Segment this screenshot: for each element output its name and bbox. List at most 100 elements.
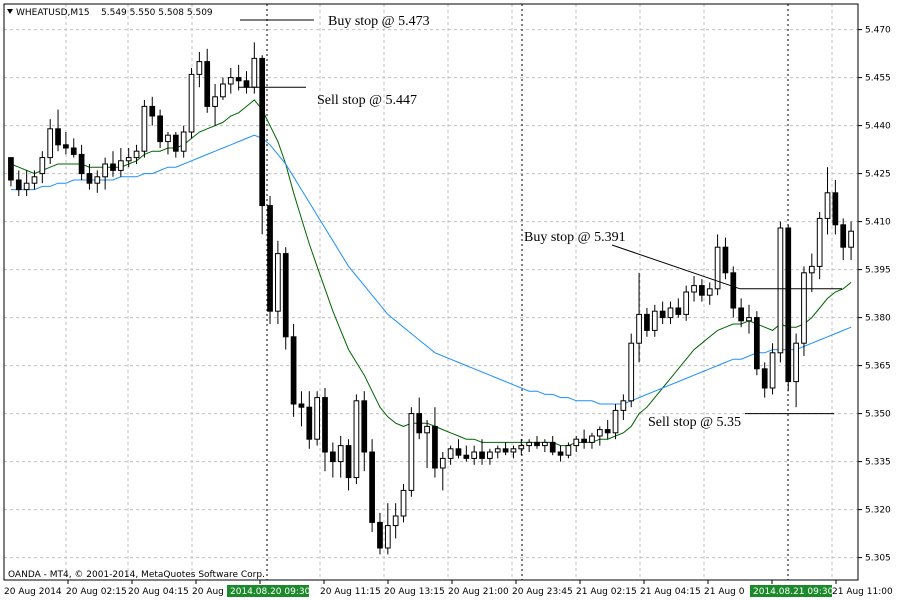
candle [604,420,611,440]
candle [471,445,478,465]
candle-body-bull [424,425,430,434]
candle [494,445,501,459]
candle-body-bear [785,227,792,383]
candle [235,64,242,91]
candle [188,68,195,139]
candle-body-bull [117,160,124,171]
candle [408,407,415,497]
candle [510,445,517,459]
candle [753,311,760,376]
price-tick-label: 5.440 [865,122,891,132]
candle-body-bull [31,176,38,184]
candle [329,442,336,478]
candle [400,484,407,523]
candle-body-bear [329,451,336,463]
candle-body-bull [180,131,187,152]
time-tick-label: 21 Aug 11:00 [832,587,893,597]
candle-body-bear [55,128,61,146]
candle-body-bull [447,448,454,459]
candle-body-bull [667,307,674,319]
candle [149,96,156,126]
ohlc-values: 5.549 5.550 5.508 5.509 [101,8,213,18]
candle-body-bear [753,317,760,370]
candle-body-bull [526,441,533,447]
price-tick-label: 5.425 [865,170,891,180]
session-time-label: 2014.08.21 09:30 [753,587,834,597]
candle [384,503,391,555]
chart-arrow-icon [7,9,13,14]
time-tick-label: 20 Aug 23:45 [512,587,573,597]
candle [746,304,752,334]
buy-stop-label: Buy stop @ 5.473 [328,14,430,29]
candle-body-bull [714,246,721,290]
time-tick-label: 20 Aug 11:15 [320,587,381,597]
candle-body-bear [259,57,266,207]
ma-line [10,134,852,405]
candle [165,132,171,155]
candle [816,212,823,280]
candle [589,432,595,449]
candle [573,436,580,452]
candle-body-bull [212,96,218,107]
price-tick-label: 5.320 [865,506,891,516]
candle [424,420,430,468]
candle-body-bear [659,310,666,319]
candle-body-bull [47,128,54,159]
candle-body-bear [840,224,847,248]
candle-body-bull [384,525,391,549]
candle [322,388,328,472]
candle [141,100,148,158]
candle [667,301,674,324]
candle-body-bull [133,150,140,159]
candle-body-bull [337,445,344,463]
candle-body-bear [290,336,297,405]
price-axis: 5.470 5.455 5.440 5.425 5.410 5.395 5.380 5.365… [858,26,891,564]
candle [801,266,807,356]
candle [23,170,30,196]
candle [714,234,721,296]
price-tick-label: 5.455 [865,74,891,84]
candle-body-bear [361,400,368,453]
candle [204,48,211,113]
candle [447,445,454,465]
candle [479,439,485,465]
candle [314,391,321,446]
buy-stop-label: Buy stop @ 5.391 [524,230,626,245]
candle [196,52,203,88]
candle [659,301,666,324]
candle-body-bull [746,317,752,322]
sell-stop-label: Sell stop @ 5.447 [317,93,417,108]
candle-body-bull [353,400,360,479]
candle [259,55,266,235]
candle-body-bull [400,489,407,517]
candle-body-bull [220,83,226,98]
candle [267,196,273,324]
candle-body-bull [541,441,548,447]
candle [518,439,525,456]
candle-body-bear [235,77,242,82]
candle [596,426,603,446]
candle [290,324,297,417]
price-tick-label: 5.410 [865,218,891,228]
candle-body-bull [824,192,831,219]
candle-body-bear [730,272,737,309]
candle [102,157,109,190]
candle-body-bull [94,176,101,184]
candle-body-bear [282,253,289,338]
candle [432,407,438,478]
candle-body-bull [494,448,501,453]
candle-body-bear [306,406,313,440]
candle [455,439,462,459]
candle [549,436,556,456]
candle-body-bear [534,441,540,447]
candle [761,362,768,398]
session-separators [266,4,789,580]
candle [220,77,226,100]
price-tick-label: 5.305 [865,554,891,564]
candle [361,391,368,472]
time-tick-label: 20 Aug 2014 [4,587,62,597]
candle-body-bear [78,153,85,175]
candle [636,272,642,363]
candle-body-bull [188,73,195,133]
